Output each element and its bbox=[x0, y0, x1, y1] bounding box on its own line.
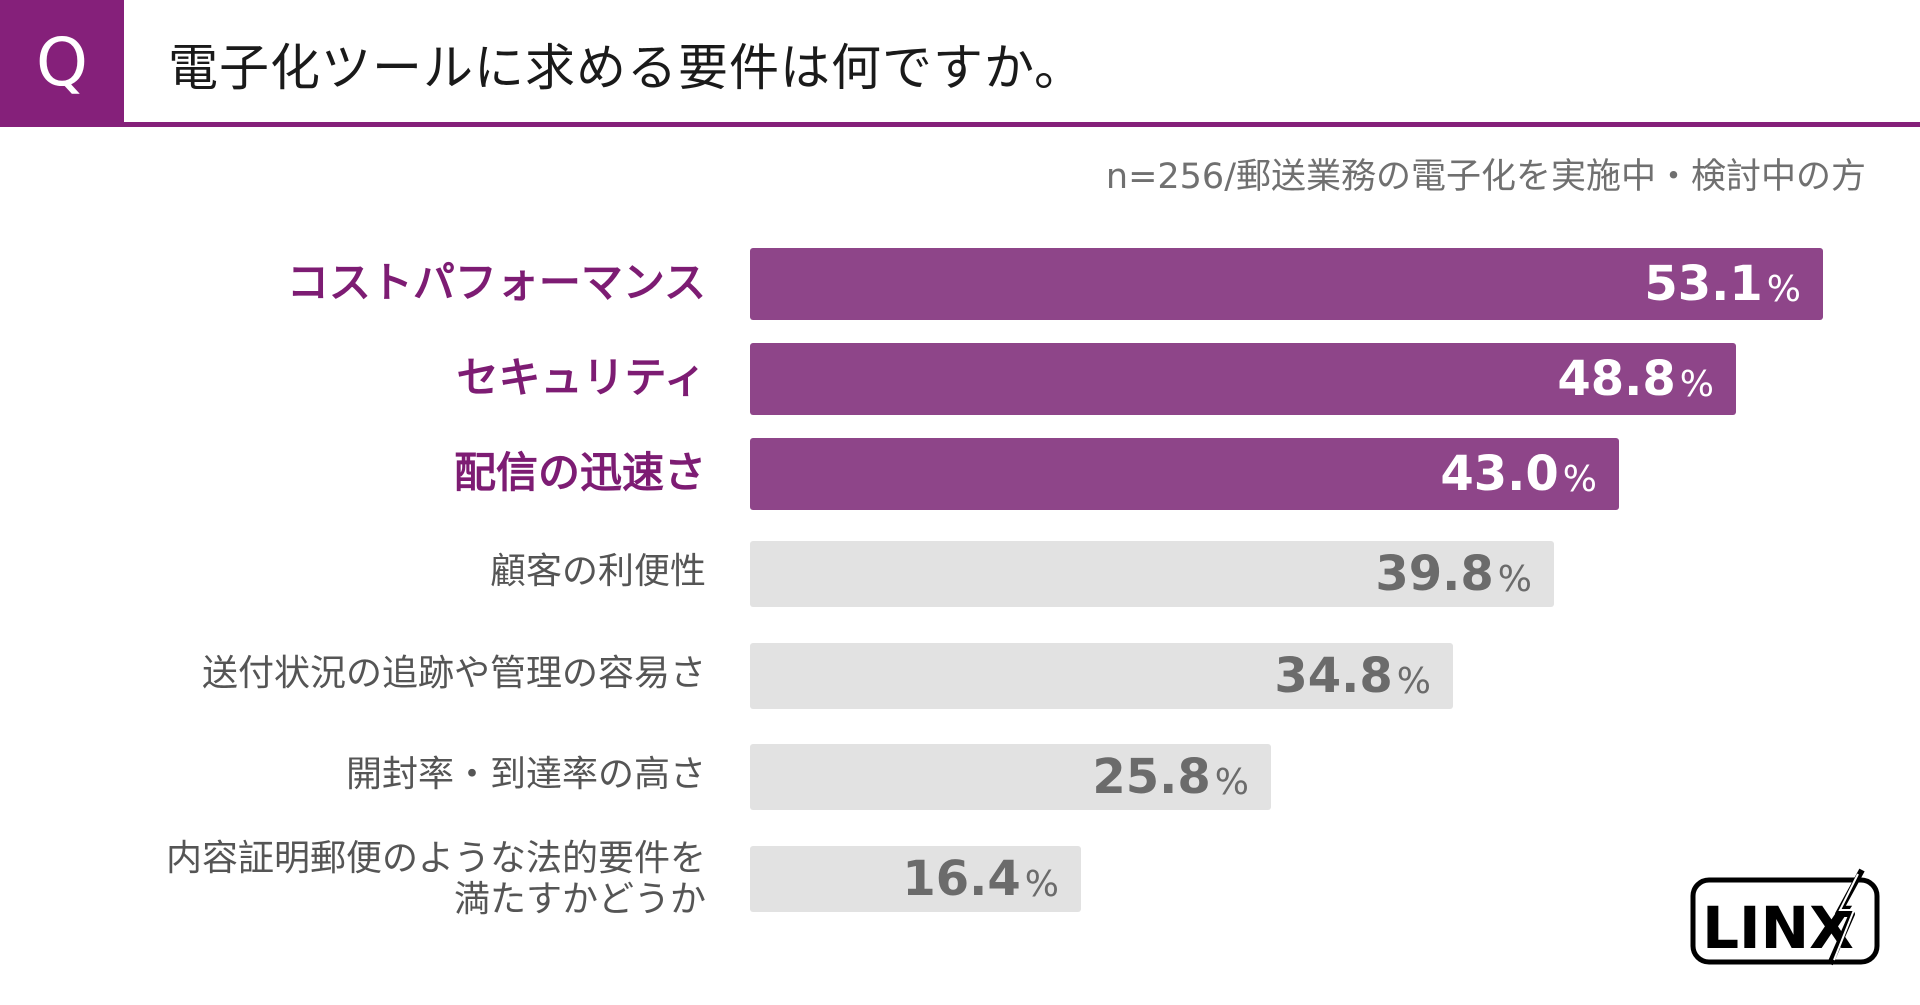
question-title: 電子化ツールに求める要件は何ですか。 bbox=[168, 39, 1085, 97]
bar: 43.0% bbox=[750, 438, 1619, 510]
category-label-line: 満たすかどうか bbox=[453, 879, 706, 921]
category-label-line: 顧客の利便性 bbox=[489, 551, 706, 592]
value-label: 43.0 bbox=[1440, 446, 1559, 502]
category-label: 送付状況の追跡や管理の容易さ bbox=[202, 653, 706, 694]
linx-logo: LINX bbox=[1690, 868, 1880, 966]
percent-unit: % bbox=[1024, 863, 1059, 905]
category-label-line: コストパフォーマンス bbox=[286, 258, 706, 307]
percent-unit: % bbox=[1214, 761, 1249, 803]
bar: 25.8% bbox=[750, 744, 1271, 810]
percent-unit: % bbox=[1396, 660, 1431, 702]
category-label: 顧客の利便性 bbox=[490, 551, 706, 592]
percent-unit: % bbox=[1766, 268, 1801, 310]
category-label-line: 内容証明郵便のような法的要件を bbox=[165, 838, 706, 879]
category-label-line: 開封率・到達率の高さ bbox=[345, 754, 706, 795]
value-label: 34.8 bbox=[1274, 648, 1393, 704]
category-label: 開封率・到達率の高さ bbox=[346, 754, 706, 795]
header-divider bbox=[0, 122, 1920, 127]
bar: 48.8% bbox=[750, 343, 1736, 415]
category-label-line: 配信の迅速さ bbox=[453, 448, 706, 497]
bar: 34.8% bbox=[750, 643, 1453, 709]
bar: 16.4% bbox=[750, 846, 1081, 912]
percent-unit: % bbox=[1562, 458, 1597, 500]
percent-unit: % bbox=[1679, 363, 1714, 405]
value-label: 53.1 bbox=[1644, 256, 1763, 312]
percent-unit: % bbox=[1497, 558, 1532, 600]
value-label: 25.8 bbox=[1092, 749, 1211, 805]
value-label: 39.8 bbox=[1375, 546, 1494, 602]
category-label: セキュリティ bbox=[456, 353, 706, 402]
bar: 53.1% bbox=[750, 248, 1823, 320]
category-label: 内容証明郵便のような法的要件を 満たすかどうか bbox=[166, 838, 706, 921]
bar: 39.8% bbox=[750, 541, 1554, 607]
question-badge: Q bbox=[0, 0, 124, 124]
value-label: 48.8 bbox=[1557, 351, 1676, 407]
category-label-line: 送付状況の追跡や管理の容易さ bbox=[201, 653, 706, 694]
category-label: 配信の迅速さ bbox=[453, 448, 706, 497]
category-label: コストパフォーマンス bbox=[286, 258, 706, 307]
logo-text: LINX bbox=[1702, 894, 1854, 962]
category-label-line: セキュリティ bbox=[456, 353, 706, 402]
value-label: 16.4 bbox=[902, 851, 1021, 907]
sample-note: n=256/郵送業務の電子化を実施中・検討中の方 bbox=[1105, 157, 1866, 197]
